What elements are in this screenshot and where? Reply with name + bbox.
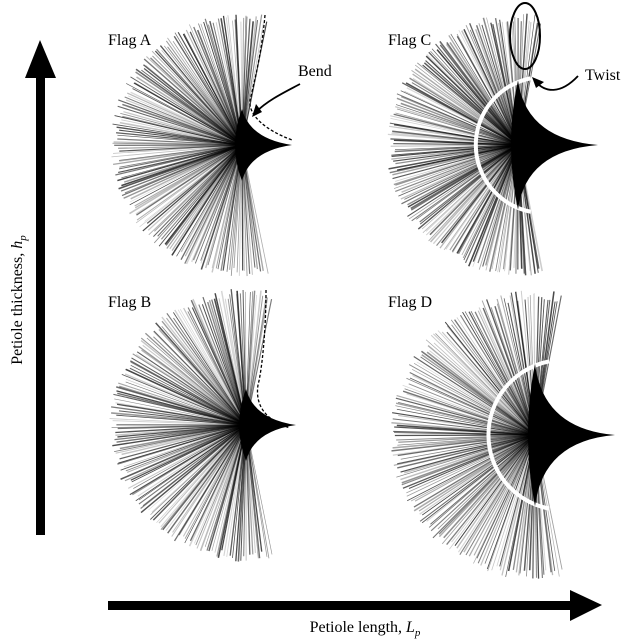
arrow-head xyxy=(252,104,262,117)
y-arrow-shaft xyxy=(36,75,45,535)
x-arrow-head xyxy=(570,590,602,621)
x-axis-label: Petiole length, Lp xyxy=(310,619,421,639)
annotation: Twist xyxy=(585,67,621,84)
hub xyxy=(239,389,296,461)
y-axis-label: Petiole thickness, hp xyxy=(9,235,29,365)
panel-label: Flag D xyxy=(388,294,432,311)
y-axis-symbol: h xyxy=(9,241,26,249)
y-arrow-head xyxy=(25,40,56,78)
panel-label: Flag C xyxy=(388,32,431,49)
annotation-arrow xyxy=(256,84,300,112)
x-arrow-shaft xyxy=(108,601,578,610)
x-axis-symbol: L xyxy=(405,619,415,636)
panel-label: Flag A xyxy=(108,32,152,49)
y-axis-text: Petiole thickness, xyxy=(9,249,26,365)
x-axis-subscript: p xyxy=(414,627,421,639)
fans xyxy=(110,14,615,579)
figure: Flag A Flag B Flag C Flag D Bend Twist P… xyxy=(0,0,632,639)
panel-label: Flag B xyxy=(108,294,151,311)
bend-outline xyxy=(257,290,290,428)
annotation: Bend xyxy=(298,63,332,80)
x-axis-text: Petiole length, xyxy=(310,619,406,636)
hub xyxy=(235,109,292,181)
y-axis-subscript: p xyxy=(17,235,29,242)
